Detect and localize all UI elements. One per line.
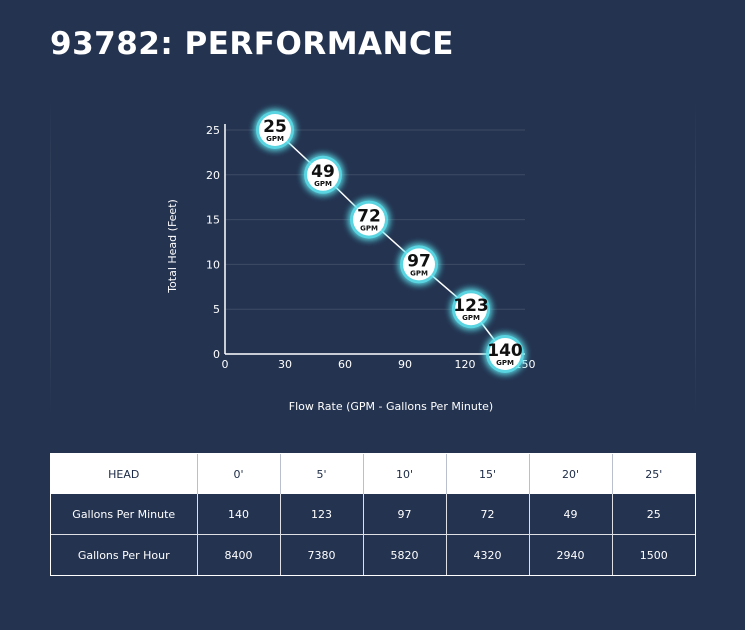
table-cell: 49 bbox=[528, 494, 612, 535]
table-row: Gallons Per Minute 140 123 97 72 49 25 bbox=[51, 494, 695, 535]
table-cell: 140 bbox=[196, 494, 280, 535]
data-label: 123 bbox=[453, 296, 489, 316]
header-cell: HEAD bbox=[51, 454, 197, 494]
data-point bbox=[489, 338, 521, 370]
x-tick-label: 0 bbox=[222, 358, 229, 371]
x-tick-label: 120 bbox=[455, 358, 476, 371]
header-cell: 10' bbox=[362, 454, 446, 494]
data-unit-label: GPM bbox=[314, 180, 332, 188]
data-point bbox=[455, 293, 487, 326]
x-tick-label: 90 bbox=[398, 358, 412, 371]
data-label: 72 bbox=[357, 207, 381, 227]
table-cell: 2940 bbox=[528, 534, 612, 575]
data-point bbox=[307, 158, 339, 191]
data-unit-label: GPM bbox=[360, 225, 378, 233]
table-header-row: HEAD 0' 5' 10' 15' 20' 25' bbox=[51, 454, 695, 494]
table-cell: 1500 bbox=[611, 534, 695, 575]
data-unit-label: GPM bbox=[496, 359, 514, 367]
x-tick-label: 60 bbox=[338, 358, 352, 371]
data-label: 97 bbox=[407, 251, 431, 271]
y-tick-label: 10 bbox=[206, 258, 220, 271]
table-cell: 72 bbox=[445, 494, 529, 535]
data-point bbox=[259, 114, 291, 146]
table-cell: 25 bbox=[611, 494, 695, 535]
table-cell: 123 bbox=[279, 494, 363, 535]
header-cell: 0' bbox=[196, 454, 280, 494]
row-label: Gallons Per Hour bbox=[51, 534, 197, 575]
header-cell: 20' bbox=[528, 454, 612, 494]
y-tick-label: 5 bbox=[213, 303, 220, 316]
data-label: 49 bbox=[311, 162, 335, 182]
y-tick-label: 25 bbox=[206, 124, 220, 137]
panel-divider-right bbox=[695, 100, 696, 415]
table-cell: 4320 bbox=[445, 534, 529, 575]
data-point bbox=[353, 203, 385, 236]
x-axis-title: Flow Rate (GPM - Gallons Per Minute) bbox=[289, 400, 493, 413]
panel-divider-left bbox=[50, 100, 51, 415]
data-label: 25 bbox=[263, 117, 287, 137]
table-cell: 97 bbox=[362, 494, 446, 535]
table-cell: 7380 bbox=[279, 534, 363, 575]
performance-table: HEAD 0' 5' 10' 15' 20' 25' Gallons Per M… bbox=[50, 453, 696, 576]
row-label: Gallons Per Minute bbox=[72, 507, 176, 521]
header-cell: 25' bbox=[611, 454, 695, 494]
y-tick-label: 20 bbox=[206, 169, 220, 182]
table-cell: 8400 bbox=[196, 534, 280, 575]
table-row: Gallons Per Hour 8400 7380 5820 4320 294… bbox=[51, 534, 695, 575]
x-tick-label: 30 bbox=[278, 358, 292, 371]
y-tick-label: 0 bbox=[213, 348, 220, 361]
header-cell: 15' bbox=[445, 454, 529, 494]
page-title: 93782: PERFORMANCE bbox=[50, 26, 454, 62]
data-unit-label: GPM bbox=[410, 269, 428, 277]
data-point bbox=[403, 248, 435, 281]
y-tick-label: 15 bbox=[206, 214, 220, 227]
table-cell: 5820 bbox=[362, 534, 446, 575]
data-unit-label: GPM bbox=[266, 135, 284, 143]
y-axis-title: Total Head (Feet) bbox=[166, 199, 179, 294]
header-cell: 5' bbox=[279, 454, 363, 494]
data-unit-label: GPM bbox=[462, 314, 480, 322]
data-label: 140 bbox=[487, 341, 523, 361]
